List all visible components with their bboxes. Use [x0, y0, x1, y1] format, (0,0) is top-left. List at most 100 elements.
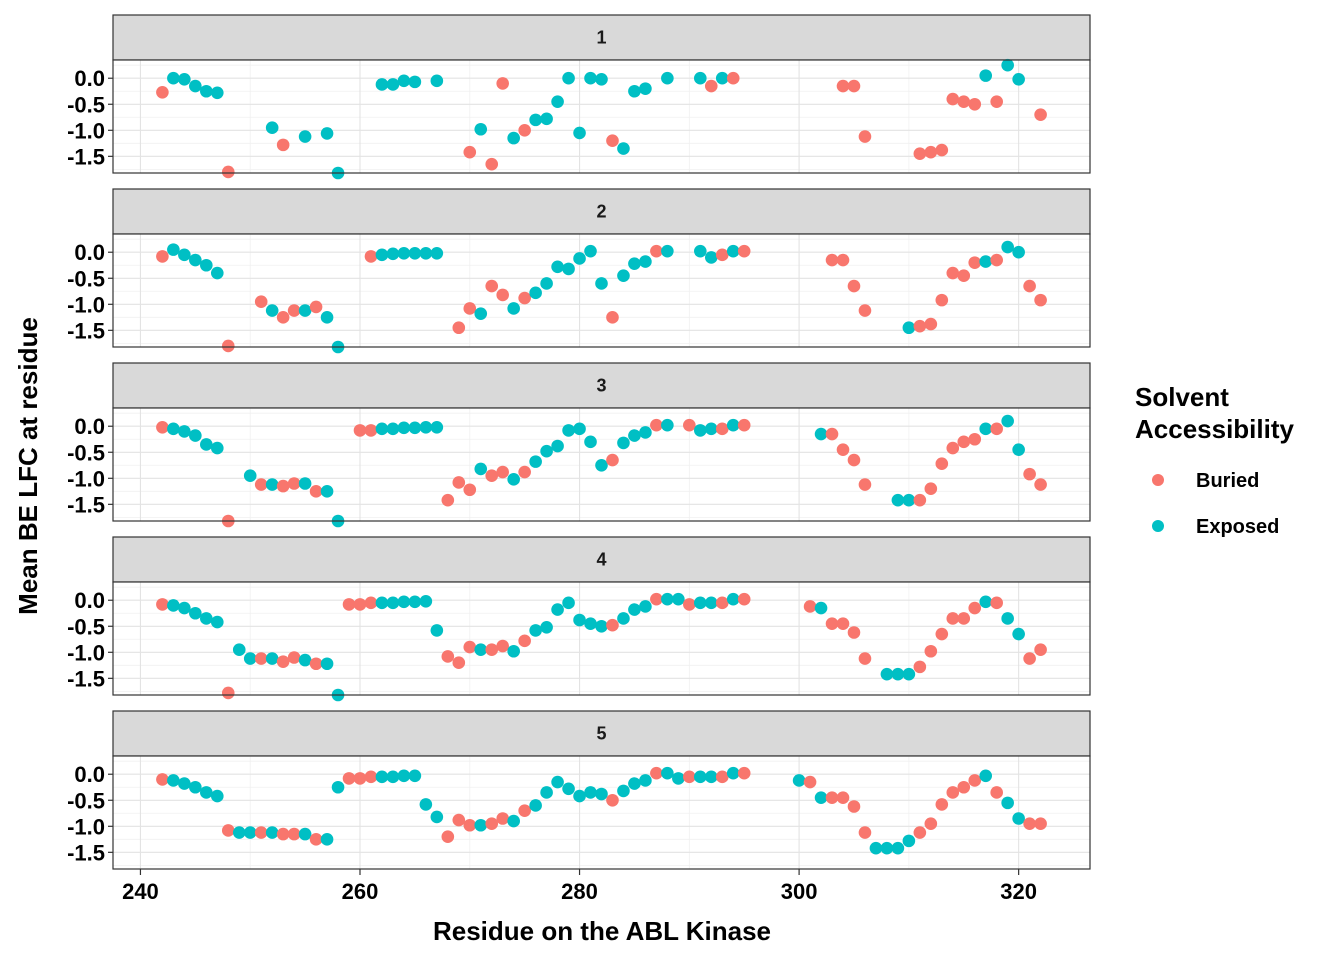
data-point-buried [935, 627, 949, 641]
data-point-buried [1034, 478, 1047, 491]
data-point-exposed [408, 769, 422, 783]
data-point-exposed [814, 791, 828, 804]
data-point-buried [946, 92, 960, 106]
data-point-exposed [210, 266, 224, 280]
data-point-exposed [617, 784, 630, 798]
data-point-buried [847, 800, 861, 813]
data-point-exposed [331, 780, 345, 794]
data-point-exposed [693, 596, 707, 610]
data-point-buried [858, 130, 872, 143]
data-point-buried [913, 147, 927, 161]
data-point-exposed [562, 262, 575, 276]
facet-strip-label: 3 [596, 376, 606, 396]
data-point-buried [968, 432, 982, 446]
data-point-exposed [1001, 796, 1014, 810]
data-point-buried [924, 817, 938, 830]
data-point-exposed [375, 422, 389, 436]
data-point-buried [957, 95, 971, 108]
data-point-exposed [792, 774, 806, 787]
data-point-exposed [902, 493, 916, 507]
data-point-buried [913, 493, 927, 507]
data-point-buried [485, 817, 499, 830]
panel-border [112, 581, 1091, 696]
data-point-exposed [617, 269, 630, 282]
legend-key-exposed [1152, 520, 1164, 532]
data-point-exposed [189, 429, 202, 442]
data-point-exposed [232, 643, 246, 656]
data-point-exposed [507, 131, 520, 145]
data-point-exposed [265, 304, 279, 317]
data-point-buried [990, 596, 1003, 610]
data-point-exposed [595, 787, 608, 801]
data-point-buried [836, 253, 850, 267]
data-point-exposed [529, 113, 542, 127]
legend-label-exposed: Exposed [1196, 516, 1279, 538]
data-point-exposed [320, 127, 334, 140]
data-point-buried [606, 793, 619, 807]
facet-strip-label: 4 [596, 550, 606, 570]
legend-title-line-1: Solvent [1135, 382, 1229, 412]
data-point-exposed [375, 78, 389, 91]
data-point-exposed [704, 770, 718, 784]
facet-strip [112, 536, 1091, 583]
legend: Solvent Accessibility Buried Exposed [1135, 382, 1295, 538]
data-point-buried [858, 304, 872, 317]
data-point-exposed [430, 624, 444, 637]
data-point-exposed [1012, 812, 1025, 825]
data-point-exposed [661, 592, 674, 606]
data-point-exposed [265, 121, 279, 134]
facet-strip [112, 188, 1091, 235]
data-point-exposed [1001, 612, 1014, 625]
data-point-exposed [902, 834, 916, 848]
data-point-buried [463, 302, 477, 315]
legend-key-buried [1152, 474, 1164, 486]
data-point-exposed [584, 244, 597, 258]
data-point-exposed [584, 71, 597, 85]
data-point-exposed [178, 248, 191, 262]
data-point-exposed [693, 424, 707, 437]
data-point-buried [463, 483, 477, 497]
data-point-exposed [628, 777, 641, 790]
data-point-exposed [639, 774, 652, 787]
data-point-exposed [551, 603, 564, 616]
data-point-buried [858, 478, 872, 491]
data-point-exposed [397, 246, 411, 260]
data-point-buried [518, 634, 531, 648]
data-point-exposed [200, 438, 213, 451]
data-point-buried [847, 453, 861, 467]
data-point-exposed [902, 667, 916, 681]
data-point-exposed [232, 826, 246, 839]
data-point-exposed [902, 321, 916, 335]
data-point-exposed [573, 789, 586, 803]
data-point-buried [913, 826, 927, 839]
data-point-exposed [320, 485, 334, 498]
data-point-buried [990, 422, 1003, 436]
data-point-buried [254, 478, 268, 491]
data-point-exposed [386, 78, 400, 91]
data-point-exposed [386, 422, 400, 436]
data-point-buried [463, 640, 477, 654]
data-point-exposed [529, 799, 542, 812]
data-point-exposed [693, 71, 707, 85]
legend-title-line-2: Accessibility [1135, 414, 1295, 444]
data-point-exposed [814, 601, 828, 615]
data-point-buried [287, 304, 301, 317]
data-point-exposed [419, 246, 433, 260]
data-point-buried [156, 85, 169, 99]
data-point-exposed [419, 798, 433, 811]
data-point-exposed [474, 122, 488, 136]
data-point-buried [452, 813, 466, 827]
data-point-buried [1034, 108, 1047, 121]
data-point-exposed [573, 126, 586, 140]
data-point-buried [156, 598, 169, 611]
data-point-exposed [298, 827, 312, 841]
data-point-buried [935, 143, 949, 157]
data-point-buried [364, 424, 378, 437]
data-point-exposed [880, 667, 894, 681]
data-point-exposed [573, 613, 586, 627]
data-point-buried [364, 250, 378, 263]
data-point-buried [990, 253, 1003, 267]
data-point-exposed [628, 429, 641, 442]
data-point-exposed [320, 657, 334, 671]
data-point-buried [441, 650, 455, 663]
